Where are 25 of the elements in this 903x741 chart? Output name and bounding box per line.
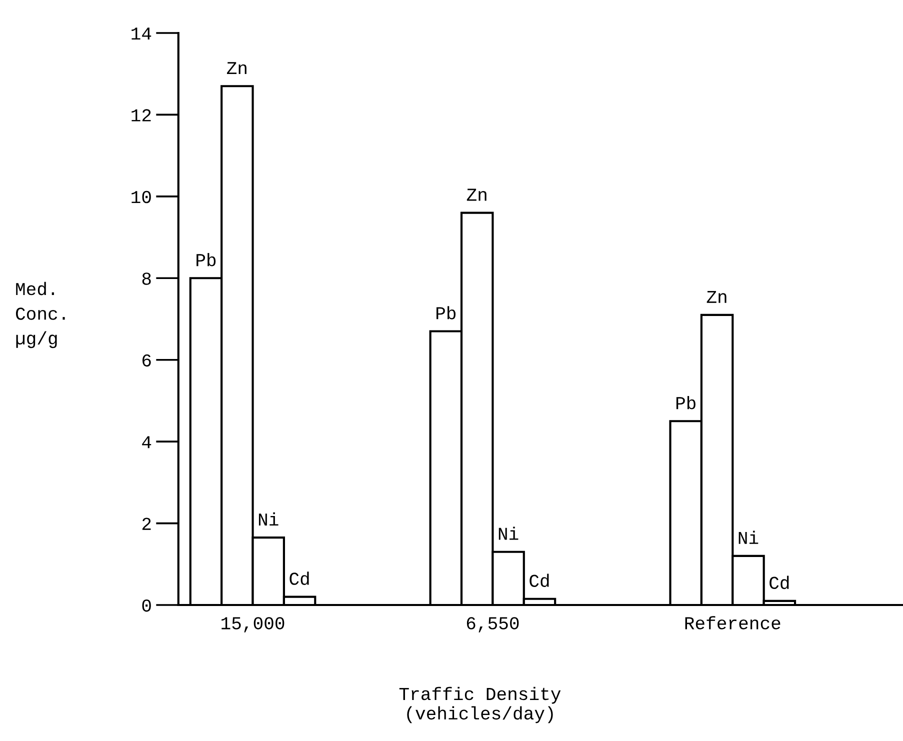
y-tick-label: 2 [142,518,151,530]
y-axis-title: Med. Conc. µg/g [16,282,65,348]
y-tick-label: 6 [142,354,151,367]
text: Cd [530,574,549,588]
text: Cd [290,572,309,585]
y-tick-label: 4 [142,436,152,448]
text: Pb [676,396,696,410]
x-tick-label: 15,000 [222,617,284,632]
y-tick-label: 14 [132,28,152,40]
y-tick-label: 10 [132,190,151,204]
text: Ni [738,530,758,544]
y-tick-label: 8 [142,272,151,285]
series-label: Pb [436,306,456,320]
y-tick-label: 12 [132,109,151,122]
x-tick-label: Reference [685,616,780,630]
series-label: Ni [258,512,278,526]
x-axis-title: Traffic Density (vehicles/day) [399,686,561,724]
text: Zn [706,290,726,303]
series-label: Cd [770,576,789,590]
text: Zn [466,188,486,201]
x-tick-label: 6,550 [466,617,519,632]
y-tick-label: 0 [142,599,151,612]
text: Ni [498,526,518,540]
series-label: Zn [226,62,246,74]
text: Pb [196,252,216,266]
